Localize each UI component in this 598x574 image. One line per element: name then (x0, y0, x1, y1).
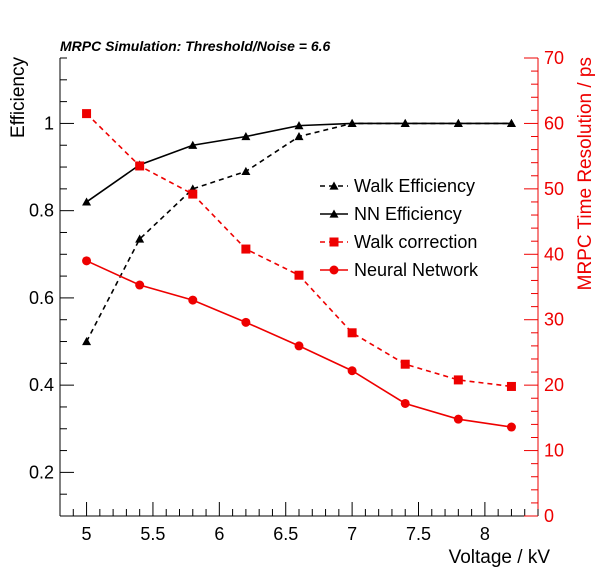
y-axis-time-resolution: 0 10 20 30 40 50 60 70 (524, 48, 564, 526)
y2-tick-label: 50 (544, 179, 564, 199)
y-tick-label: 0.6 (29, 288, 54, 308)
y-tick-label: 0.2 (29, 462, 54, 482)
data-point-triangle (400, 118, 410, 128)
x-axis-title: Voltage / kV (449, 547, 551, 568)
data-point-circle (329, 265, 339, 275)
data-point-square (82, 109, 92, 119)
data-point-square (400, 359, 410, 369)
x-tick-label: 6.5 (273, 524, 298, 544)
data-point-triangle (329, 209, 339, 218)
data-point-circle (188, 295, 198, 305)
data-point-triangle (329, 181, 339, 190)
chart-title: MRPC Simulation: Threshold/Noise = 6.6 (60, 38, 331, 54)
data-point-square (241, 244, 251, 254)
data-point-square (135, 161, 145, 171)
y-tick-label: 1 (44, 113, 54, 133)
data-point-circle (241, 317, 251, 327)
y-axis-title: Efficiency (8, 57, 29, 138)
y2-axis-title: MRPC Time Resolution / ps (575, 57, 596, 290)
legend-label: Walk correction (354, 232, 477, 252)
series-walk-correction (82, 109, 516, 391)
data-point-square (329, 237, 339, 247)
x-tick-label: 7.5 (406, 524, 431, 544)
y2-tick-label: 0 (544, 506, 554, 526)
y2-tick-label: 20 (544, 375, 564, 395)
data-point-triangle (82, 337, 92, 346)
data-point-circle (347, 366, 357, 376)
data-point-circle (82, 256, 92, 266)
y2-tick-label: 10 (544, 441, 564, 461)
y2-tick-label: 40 (544, 244, 564, 264)
data-point-square (188, 189, 198, 199)
data-point-circle (135, 280, 145, 290)
data-point-triangle (188, 140, 198, 149)
data-point-square (347, 328, 357, 338)
y2-tick-label: 30 (544, 310, 564, 330)
x-tick-label: 5.5 (140, 524, 165, 544)
data-point-circle (506, 422, 516, 432)
data-point-triangle (82, 197, 92, 206)
y-tick-label: 0.8 (29, 201, 54, 221)
data-point-triangle (453, 118, 463, 128)
y-tick-label: 0.4 (29, 375, 54, 395)
series-neural-network (82, 256, 516, 432)
data-point-triangle (294, 121, 304, 130)
data-point-circle (453, 414, 463, 424)
data-point-square (506, 381, 516, 391)
x-tick-label: 5 (82, 524, 92, 544)
legend-item: Neural Network (320, 260, 479, 280)
data-point-triangle (347, 118, 357, 128)
legend-item: Walk Efficiency (320, 176, 475, 196)
data-point-triangle (241, 132, 251, 141)
y2-tick-label: 70 (544, 48, 564, 68)
x-tick-label: 7 (347, 524, 357, 544)
legend-label: NN Efficiency (354, 204, 462, 224)
x-axis: 5 5.5 6 6.5 7 7.5 8 (59, 502, 539, 544)
data-point-triangle (241, 166, 251, 176)
legend-label: Walk Efficiency (354, 176, 475, 196)
data-point-square (453, 375, 463, 385)
data-point-circle (400, 398, 410, 408)
legend: Walk Efficiency NN Efficiency Walk correct… (320, 176, 479, 280)
legend-label: Neural Network (354, 260, 479, 280)
data-point-circle (294, 341, 304, 351)
data-point-triangle (506, 118, 516, 128)
legend-item: Walk correction (320, 232, 477, 252)
y2-tick-label: 60 (544, 113, 564, 133)
x-tick-label: 8 (480, 524, 490, 544)
x-tick-label: 6 (214, 524, 224, 544)
data-point-triangle (135, 234, 145, 243)
y-axis-efficiency: 0.2 0.4 0.6 0.8 1 (29, 57, 74, 517)
legend-item: NN Efficiency (320, 204, 462, 224)
data-point-square (294, 270, 304, 280)
data-point-triangle (294, 132, 304, 141)
series-nn-efficiency (82, 118, 516, 206)
series-layer (82, 109, 516, 432)
